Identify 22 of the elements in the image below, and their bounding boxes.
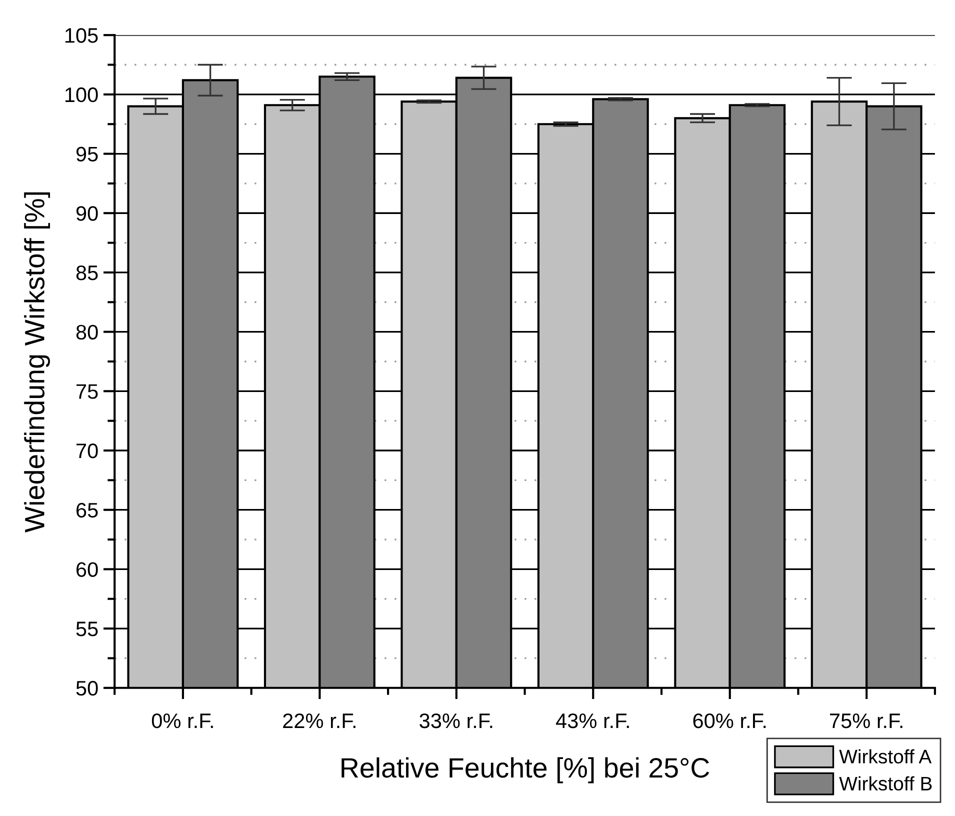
legend-label: Wirkstoff A	[839, 749, 932, 764]
x-tick-label: 33% r.F.	[420, 713, 492, 728]
x-tick-label: 60% r.F.	[693, 713, 766, 728]
y-tick-label: 105	[65, 28, 98, 43]
y-axis-title: Wiederfindung Wirkstoff [%]	[24, 192, 50, 532]
x-axis-title: Relative Feuchte [%] bei 25°C	[342, 757, 710, 784]
x-tick-label: 75% r.F.	[830, 714, 902, 728]
x-tick-label: 0% r.F.	[152, 713, 213, 728]
y-tick-label: 100	[65, 87, 98, 102]
y-tick-label: 80	[76, 324, 98, 340]
y-tick-label: 90	[76, 206, 98, 221]
y-tick-label: 60	[76, 562, 98, 577]
y-tick-label: 75	[76, 384, 98, 399]
x-tick-label: 43% r.F.	[556, 713, 629, 728]
y-tick-label: 55	[76, 622, 98, 636]
x-tick-label: 22% r.F.	[283, 713, 356, 728]
y-tick-label: 70	[76, 444, 98, 458]
y-tick-label: 50	[76, 680, 98, 696]
y-tick-label: 65	[76, 502, 98, 518]
legend-label: Wirkstoff B	[839, 776, 932, 791]
y-tick-label: 85	[76, 265, 98, 280]
y-tick-label: 95	[76, 146, 98, 162]
